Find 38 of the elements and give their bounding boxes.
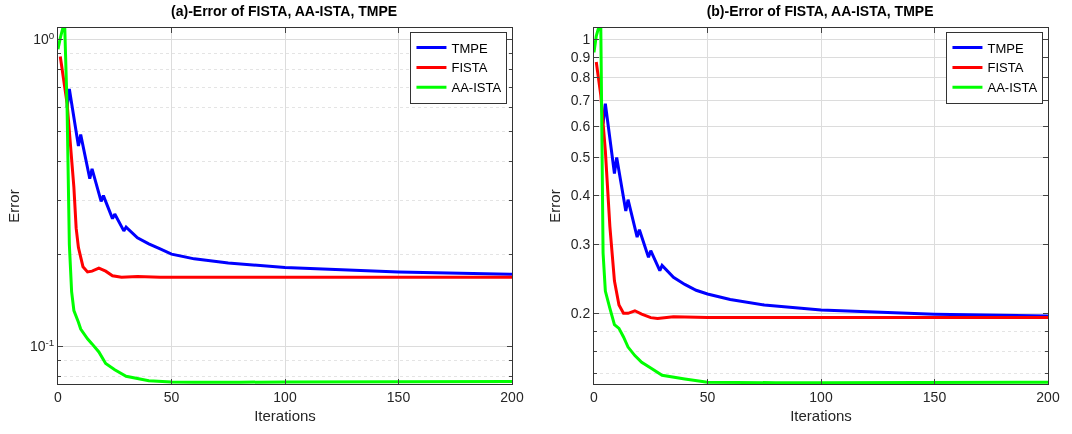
y-tick-label: 0.3: [570, 236, 591, 253]
x-tick-label: 200: [500, 388, 524, 405]
line-series: [58, 55, 512, 279]
y-tick-label: 0.8: [570, 69, 591, 86]
y-tick-label: 10$^{-1}$: [29, 336, 55, 355]
line-series: [58, 28, 512, 384]
legend-label: TMPE: [451, 40, 488, 56]
x-tick-label: 150: [386, 388, 411, 405]
line-series: [594, 28, 1048, 384]
y-tick-label: 0.2: [570, 305, 591, 322]
chart-title: (b)-Error of FISTA, AA-ISTA, TMPE: [706, 3, 934, 20]
x-axis-title: Iterations: [790, 406, 852, 424]
y-tick-label: 0.5: [570, 149, 591, 166]
legend-label: AA-ISTA: [451, 80, 502, 96]
chart-title: (a)-Error of FISTA, AA-ISTA, TMPE: [171, 3, 398, 20]
y-axis-title: Error: [545, 189, 563, 223]
legend-label: FISTA: [987, 60, 1024, 76]
y-tick-label: 0.7: [570, 92, 591, 109]
x-tick-label: 100: [809, 388, 833, 405]
y-tick-label: 10$^{0}$: [33, 29, 55, 48]
x-tick-label: 200: [1036, 388, 1060, 405]
legend-label: FISTA: [451, 60, 488, 76]
line-series: [594, 60, 1048, 320]
x-tick-label: 0: [54, 388, 63, 405]
line-series: [601, 102, 1048, 318]
x-tick-label: 50: [699, 388, 716, 405]
y-tick-label: 1: [582, 31, 591, 48]
legend-label: TMPE: [987, 40, 1024, 56]
x-tick-label: 150: [922, 388, 947, 405]
y-tick-label: 0.9: [570, 49, 591, 66]
y-tick-label: 0.6: [570, 118, 591, 135]
x-tick-label: 0: [590, 388, 599, 405]
y-axis-title: Error: [5, 189, 23, 223]
x-axis-title: Iterations: [254, 406, 316, 424]
y-tick-label: 0.4: [570, 187, 591, 204]
x-tick-label: 50: [163, 388, 180, 405]
x-tick-label: 100: [273, 388, 297, 405]
legend-label: AA-ISTA: [987, 80, 1038, 96]
